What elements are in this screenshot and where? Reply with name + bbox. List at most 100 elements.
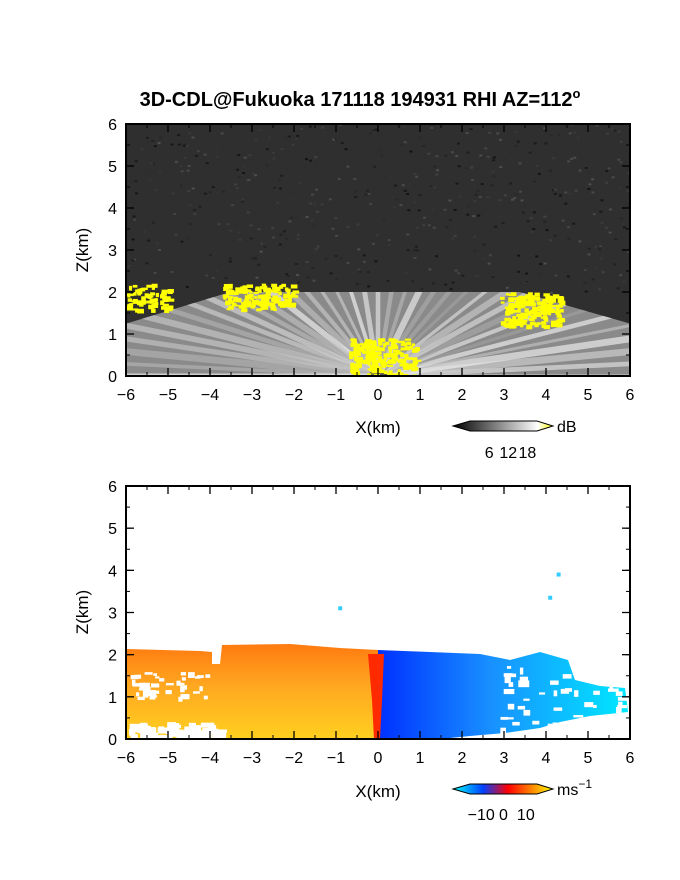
noise-speck [455, 154, 459, 157]
velocity-gap [553, 707, 563, 711]
noise-speck [457, 165, 461, 168]
noise-speck [567, 160, 571, 163]
noise-speck [310, 219, 314, 222]
noise-speck [548, 169, 552, 172]
noise-speck [574, 189, 578, 192]
velocity-x-axis-label: X(km) [355, 782, 400, 801]
high-snr-cell [166, 296, 171, 301]
high-snr-cell [536, 322, 541, 325]
high-snr-cell [148, 304, 155, 310]
high-snr-cell [388, 349, 393, 353]
noise-speck [480, 156, 484, 159]
high-snr-cell [137, 292, 141, 296]
high-snr-cell [541, 302, 545, 307]
snr-colorbar-body [451, 420, 555, 432]
noise-speck [246, 211, 250, 214]
high-snr-cell [520, 312, 524, 316]
x-tick-label: −6 [117, 387, 135, 404]
noise-speck [367, 285, 371, 288]
x-tick-label: 3 [500, 387, 509, 404]
high-snr-cell [229, 295, 233, 299]
noise-speck [387, 243, 391, 246]
noise-speck [514, 144, 518, 147]
velocity-gap [212, 734, 217, 739]
noise-speck [242, 166, 246, 169]
velocity-gap [147, 732, 158, 739]
high-snr-cell [526, 302, 533, 307]
velocity-gap [215, 731, 220, 737]
noise-speck [523, 204, 527, 207]
noise-speck [567, 226, 571, 229]
noise-speck [157, 249, 161, 252]
high-snr-cell [398, 340, 405, 344]
noise-speck [241, 153, 245, 156]
high-snr-cell [377, 351, 382, 355]
noise-speck [188, 203, 192, 206]
velocity-positive-region [126, 644, 378, 739]
velocity-gap [197, 675, 204, 679]
noise-speck [309, 159, 313, 162]
noise-speck [267, 136, 271, 139]
velocity-gap [208, 731, 217, 735]
high-snr-cell [388, 359, 395, 364]
noise-speck [535, 255, 539, 258]
snr-high-patches [126, 283, 566, 376]
velocity-axes: −6 −5 −4 −3 −2 −1 0 1 2 3 4 5 6 0 1 2 3 4 5 6 [108, 479, 634, 767]
high-snr-cell [133, 292, 137, 296]
velocity-gap [506, 666, 512, 669]
velocity-gap [552, 722, 558, 726]
high-snr-cell [288, 297, 292, 301]
high-snr-cell [278, 303, 284, 307]
noise-speck [470, 178, 474, 181]
high-snr-cell [362, 359, 369, 365]
noise-speck [510, 198, 514, 201]
high-snr-cell [362, 351, 368, 355]
noise-speck [613, 233, 617, 236]
high-snr-cell [141, 300, 147, 304]
noise-speck [285, 273, 289, 276]
noise-speck [234, 183, 238, 186]
high-snr-cell [516, 297, 520, 302]
high-snr-cell [241, 308, 248, 313]
noise-speck [627, 172, 630, 175]
high-snr-cell [500, 321, 507, 326]
noise-speck [605, 190, 609, 193]
high-snr-cell [350, 343, 356, 347]
high-snr-cell [508, 299, 515, 302]
noise-speck [222, 190, 226, 193]
noise-speck [260, 242, 264, 245]
noise-speck [587, 187, 591, 190]
noise-speck [312, 279, 316, 282]
high-snr-cell [279, 304, 287, 308]
noise-speck [484, 206, 488, 209]
x-tick-label: −5 [159, 387, 177, 404]
noise-speck [543, 262, 547, 265]
velocity-gap [147, 727, 157, 734]
high-snr-cell [402, 363, 408, 368]
noise-speck [272, 151, 276, 154]
high-snr-cell [126, 293, 134, 297]
noise-speck [491, 170, 495, 173]
high-snr-cell [531, 314, 537, 320]
high-snr-cell [127, 303, 133, 309]
high-snr-cell [236, 288, 241, 292]
high-snr-cell [509, 318, 516, 323]
high-snr-cell [372, 363, 379, 367]
snr-colorbar-tick-label: 6 [485, 445, 494, 462]
noise-speck [458, 195, 462, 198]
high-snr-cell [406, 341, 412, 346]
velocity-gap [617, 696, 629, 701]
high-snr-cell [555, 310, 561, 315]
noise-speck [572, 222, 576, 225]
noise-speck [474, 193, 478, 196]
noise-speck [242, 172, 246, 175]
noise-speck [294, 138, 298, 141]
noise-speck [614, 238, 618, 241]
noise-speck [180, 240, 184, 243]
velocity-gap [180, 685, 188, 690]
high-snr-cell [141, 287, 147, 290]
noise-speck [279, 187, 283, 190]
high-snr-cell [384, 341, 390, 346]
high-snr-cell [411, 343, 416, 347]
high-snr-cell [500, 296, 505, 300]
